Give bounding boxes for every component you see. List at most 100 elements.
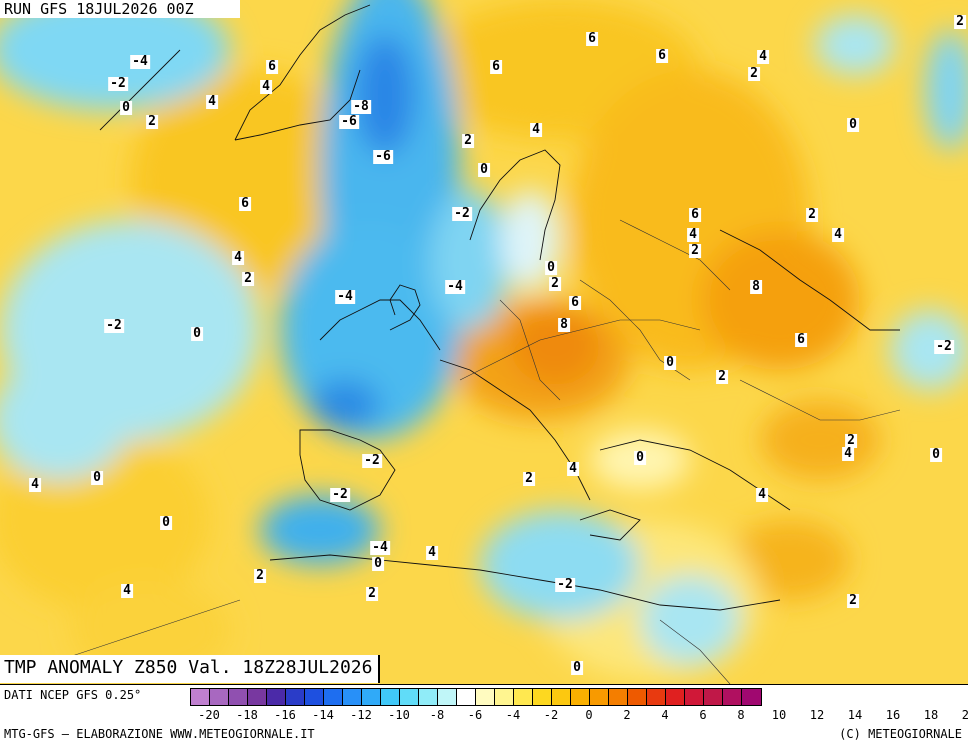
contour-label: 6 — [689, 207, 701, 222]
color-scale-tick: -2 — [543, 708, 559, 722]
contour-label: 4 — [232, 250, 244, 265]
contour-label: 4 — [567, 461, 579, 476]
contour-label: 2 — [242, 271, 254, 286]
color-swatch — [723, 689, 742, 705]
contour-label: -2 — [330, 487, 350, 502]
contour-label: 6 — [795, 332, 807, 347]
color-scale-tick: 20 — [961, 708, 968, 722]
color-swatch — [476, 689, 495, 705]
run-title: RUN GFS 18JUL2026 00Z — [0, 0, 240, 18]
map-canvas — [0, 0, 968, 684]
color-scale-bar — [190, 688, 762, 706]
color-swatch — [457, 689, 476, 705]
contour-label: 4 — [206, 94, 218, 109]
contour-label: 4 — [842, 446, 854, 461]
color-scale-tick: -10 — [388, 708, 410, 722]
temperature-anomaly-map: -4 -2 0 2 4 6 4 -8 -6 -6 6 4 2 -2 0 -4 6 2 4 0 -2 -4 6 6 4 2 0 2 6 4 2… — [0, 0, 968, 684]
color-scale-tick: 12 — [809, 708, 825, 722]
map-title: TMP ANOMALY Z850 Val. 18Z28JUL2026 — [0, 655, 381, 683]
color-scale-tick: 0 — [585, 708, 593, 722]
color-swatch — [647, 689, 666, 705]
color-swatch — [590, 689, 609, 705]
contour-label: 4 — [832, 227, 844, 242]
contour-label: 4 — [756, 487, 768, 502]
contour-label: -2 — [555, 577, 575, 592]
contour-label: 0 — [571, 660, 583, 675]
contour-label: 0 — [664, 355, 676, 370]
contour-label: 2 — [716, 369, 728, 384]
color-scale-tick: -8 — [429, 708, 445, 722]
color-swatch — [267, 689, 286, 705]
color-scale-tick: 10 — [771, 708, 787, 722]
contour-label: -2 — [452, 206, 472, 221]
color-scale-tick: -14 — [312, 708, 334, 722]
contour-label: -8 — [351, 99, 371, 114]
contour-label: 6 — [586, 31, 598, 46]
color-swatch — [229, 689, 248, 705]
color-swatch — [609, 689, 628, 705]
color-scale-tick: 6 — [699, 708, 707, 722]
color-scale-tick: 2 — [623, 708, 631, 722]
contour-label: 2 — [689, 243, 701, 258]
color-scale-tick: -16 — [274, 708, 296, 722]
contour-label: 0 — [120, 100, 132, 115]
contour-label: 2 — [254, 568, 266, 583]
color-swatch — [305, 689, 324, 705]
color-scale-tick: 18 — [923, 708, 939, 722]
contour-label: 4 — [121, 583, 133, 598]
contour-label: -2 — [362, 453, 382, 468]
contour-label: 2 — [366, 586, 378, 601]
color-swatch — [742, 689, 761, 705]
contour-label: 0 — [478, 162, 490, 177]
color-scale-tick: -4 — [505, 708, 521, 722]
color-swatch — [685, 689, 704, 705]
credits-label: MTG-GFS — ELABORAZIONE WWW.METEOGIORNALE… — [4, 727, 315, 741]
contour-label: 2 — [954, 14, 966, 29]
contour-label: 6 — [239, 196, 251, 211]
color-swatch — [248, 689, 267, 705]
color-swatch — [571, 689, 590, 705]
color-scale-tick: 14 — [847, 708, 863, 722]
contour-label: -2 — [108, 76, 128, 91]
contour-label: 4 — [530, 122, 542, 137]
contour-label: 0 — [930, 447, 942, 462]
copyright-label: (C) METEOGIORNALE — [839, 727, 962, 741]
color-swatch — [419, 689, 438, 705]
contour-label: 0 — [545, 260, 557, 275]
contour-label: 8 — [750, 279, 762, 294]
data-source-label: DATI NCEP GFS 0.25° — [4, 688, 142, 702]
color-scale-tick: -12 — [350, 708, 372, 722]
color-swatch — [324, 689, 343, 705]
contour-label: 4 — [687, 227, 699, 242]
contour-label: 4 — [260, 79, 272, 94]
color-swatch — [381, 689, 400, 705]
contour-label: 6 — [490, 59, 502, 74]
color-swatch — [704, 689, 723, 705]
color-swatch — [362, 689, 381, 705]
contour-label: 2 — [847, 593, 859, 608]
contour-label: 6 — [656, 48, 668, 63]
color-swatch — [533, 689, 552, 705]
contour-label: 0 — [372, 556, 384, 571]
coastlines — [99, 4, 900, 611]
contour-label: 6 — [266, 59, 278, 74]
contour-label: -4 — [370, 540, 390, 555]
contour-label: -4 — [130, 54, 150, 69]
color-scale-tick: 4 — [661, 708, 669, 722]
contour-label: -2 — [104, 318, 124, 333]
contour-label: -6 — [373, 149, 393, 164]
contour-label: 2 — [806, 207, 818, 222]
contour-label: 2 — [549, 276, 561, 291]
contour-label: -4 — [335, 289, 355, 304]
contour-label: 2 — [146, 114, 158, 129]
contour-label: 2 — [748, 66, 760, 81]
contour-label: 2 — [845, 433, 857, 448]
color-scale-tick: 16 — [885, 708, 901, 722]
anomaly-field — [0, 0, 968, 680]
color-scale-tick: -18 — [236, 708, 258, 722]
color-swatch — [400, 689, 419, 705]
contour-label: 0 — [191, 326, 203, 341]
contour-label: 4 — [29, 477, 41, 492]
contour-label: -4 — [445, 279, 465, 294]
